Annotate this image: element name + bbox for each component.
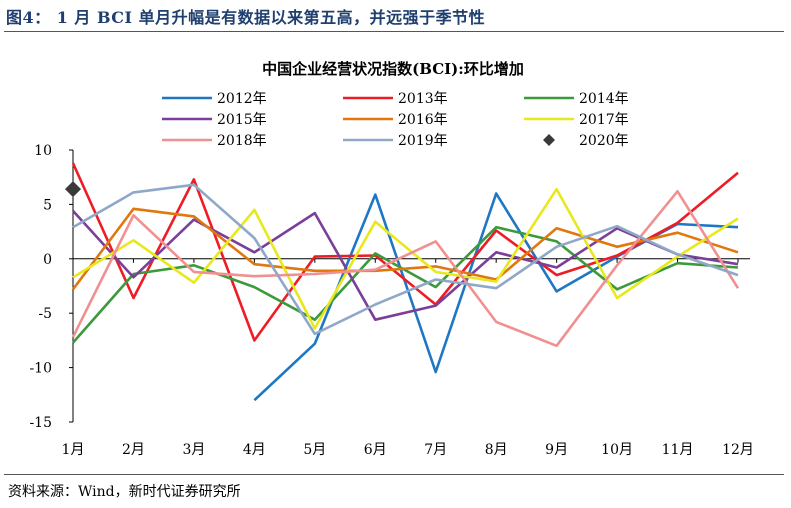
x-tick-label: 1月 [62, 442, 85, 458]
top-divider [4, 31, 784, 32]
legend-label: 2013年 [398, 91, 448, 107]
legend-marker [543, 134, 555, 146]
legend-label: 2017年 [579, 112, 629, 128]
legend-label: 2015年 [217, 112, 267, 128]
x-tick-label: 3月 [182, 442, 205, 458]
series-line-2019年 [72, 183, 739, 336]
bottom-divider [4, 474, 784, 475]
legend-label: 2012年 [217, 91, 267, 107]
chart-axes: 10 5 0 -5 -10 -15 1月 2月 3月 4月 5月 6月 7月 8月 9月 10月 11月 12月 [29, 143, 753, 458]
legend-label: 2018年 [217, 133, 267, 149]
y-tick-label: -5 [38, 306, 52, 322]
series-line-2012年 [253, 192, 739, 402]
y-tick-label: 5 [43, 197, 52, 213]
x-tick-label: 6月 [364, 442, 387, 458]
series-line-2015年 [72, 210, 739, 321]
y-tick-label: -15 [29, 415, 52, 431]
bci-line-chart: 中国企业经营状况指数(BCI):环比增加 2012年 2013年 2014年 2015… [29, 60, 753, 458]
series-line-2014年 [72, 225, 739, 344]
x-tick-label: 11月 [662, 442, 694, 458]
y-tick-label: -10 [29, 361, 52, 377]
series-layer [65, 162, 740, 402]
legend-label: 2019年 [398, 133, 448, 149]
legend-label: 2020年 [579, 133, 629, 149]
series-line-2013年 [71, 162, 739, 342]
x-tick-label: 8月 [485, 442, 508, 458]
legend-label: 2016年 [398, 112, 448, 128]
x-tick-label: 5月 [303, 442, 326, 458]
x-tick-label: 12月 [722, 442, 754, 458]
x-tick-label: 10月 [601, 442, 633, 458]
x-tick-label: 7月 [424, 442, 447, 458]
source-note: 资料来源：Wind，新时代证券研究所 [8, 484, 241, 500]
series-line-2018年 [71, 190, 740, 348]
y-tick-label: 10 [34, 143, 52, 159]
figure-title: 图4： 1 月 BCI 单月升幅是有数据以来第五高，并远强于季节性 [6, 8, 486, 27]
chart-legend: 2012年 2013年 2014年 2015年 2016年 2017年 2018年 2019年… [162, 91, 629, 149]
legend-label: 2014年 [579, 91, 629, 107]
series-point-2020年 [65, 181, 81, 198]
series-line-2017年 [72, 187, 739, 330]
series-line-2016年 [71, 207, 739, 291]
x-tick-label: 9月 [545, 442, 568, 458]
x-tick-label: 2月 [122, 442, 145, 458]
chart-title: 中国企业经营状况指数(BCI):环比增加 [262, 60, 524, 78]
y-tick-label: 0 [43, 252, 52, 268]
x-tick-label: 4月 [243, 442, 266, 458]
